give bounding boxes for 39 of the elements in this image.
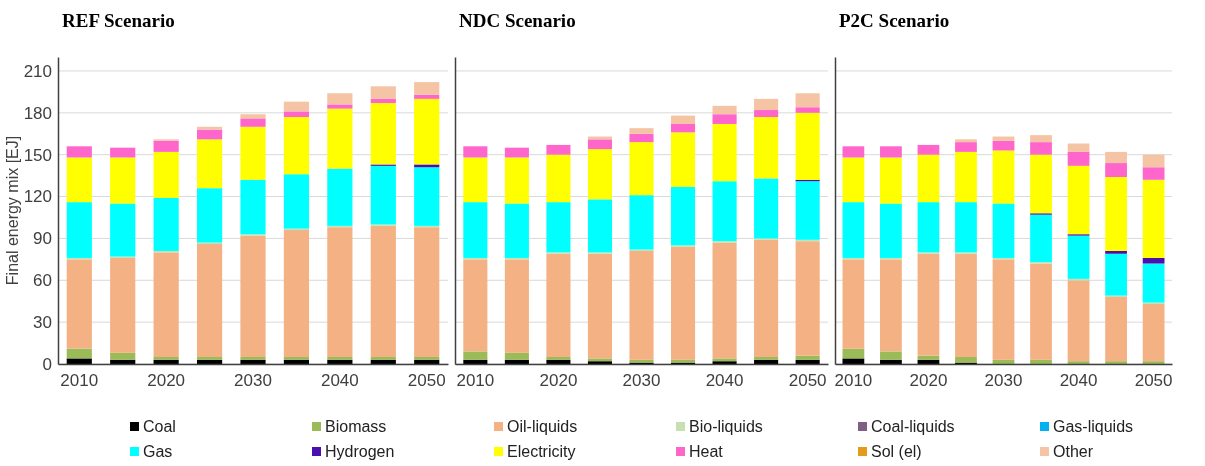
chart-title: NDC Scenario bbox=[459, 10, 576, 31]
legend-label: Hydrogen bbox=[325, 443, 395, 460]
x-tick-label: 2050 bbox=[407, 371, 446, 391]
x-tick-label: 2010 bbox=[834, 371, 873, 391]
legend-label: Oil-liquids bbox=[507, 418, 578, 435]
legend-label: Electricity bbox=[507, 443, 576, 460]
chart-title: REF Scenario bbox=[62, 10, 175, 31]
x-tick-label: 2030 bbox=[984, 371, 1023, 391]
legend-label: Biomass bbox=[325, 418, 387, 435]
y-tick-label: 210 bbox=[23, 61, 52, 81]
y-axis-title: Final energy mix [EJ] bbox=[4, 135, 21, 286]
y-tick-label: 120 bbox=[23, 187, 52, 207]
x-tick-label: 2050 bbox=[1134, 371, 1173, 391]
legend-label: Bio-liquids bbox=[689, 418, 763, 435]
y-tick-label: 150 bbox=[23, 145, 52, 165]
y-tick-label: 90 bbox=[33, 229, 52, 249]
x-tick-label: 2050 bbox=[788, 371, 827, 391]
x-tick-label: 2040 bbox=[705, 371, 744, 391]
legend-label: Coal-liquids bbox=[871, 418, 955, 435]
legend-label: Gas bbox=[143, 443, 173, 460]
legend-label: Sol (el) bbox=[871, 443, 922, 460]
legend-label: Heat bbox=[689, 443, 724, 460]
x-tick-label: 2020 bbox=[147, 371, 186, 391]
legend-label: Other bbox=[1053, 443, 1094, 460]
x-tick-label: 2020 bbox=[909, 371, 948, 391]
y-tick-label: 180 bbox=[23, 103, 52, 123]
legend-label: Gas-liquids bbox=[1053, 418, 1134, 435]
x-tick-label: 2040 bbox=[320, 371, 359, 391]
y-tick-label: 0 bbox=[42, 354, 52, 374]
chart-title: P2C Scenario bbox=[839, 10, 950, 31]
legend-label: Coal bbox=[143, 418, 176, 435]
x-tick-label: 2030 bbox=[622, 371, 661, 391]
y-tick-label: 60 bbox=[33, 271, 52, 291]
x-tick-label: 2030 bbox=[234, 371, 272, 391]
x-tick-label: 2040 bbox=[1059, 371, 1098, 391]
y-tick-label: 30 bbox=[33, 313, 52, 333]
x-tick-label: 2010 bbox=[60, 371, 99, 391]
x-tick-label: 2010 bbox=[456, 371, 495, 391]
x-tick-label: 2020 bbox=[539, 371, 578, 391]
